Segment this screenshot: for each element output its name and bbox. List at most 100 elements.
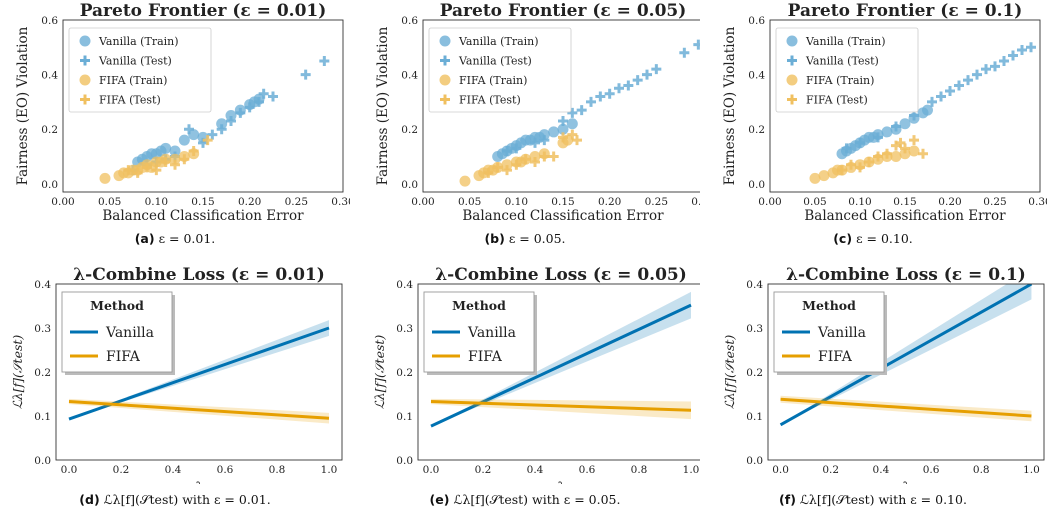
data-point <box>1026 42 1036 53</box>
data-point <box>216 124 227 135</box>
x-tick-label: 0.10 <box>848 196 871 208</box>
x-tick-label: 0.4 <box>527 464 544 476</box>
y-tick-label: 0.2 <box>34 367 51 379</box>
y-tick-label: 0.2 <box>41 124 58 136</box>
data-point <box>178 134 190 146</box>
data-point <box>188 129 200 141</box>
x-tick-label: 0.00 <box>51 196 74 208</box>
x-tick-label: 0.30 <box>331 196 350 208</box>
caption-text: ℒλ[f](𝒮test) with ε = 0.01. <box>103 492 271 507</box>
y-tick-label: 0.0 <box>746 455 763 467</box>
chart-svg: Pareto Frontier (ε = 0.01) 0.00 0.05 0.10 0.… <box>15 1 350 224</box>
x-tick-label: 0.20 <box>598 196 621 208</box>
x-axis-label: Balanced Classification Error <box>462 208 664 224</box>
caption-label: (b) <box>484 231 505 246</box>
caption-b: (b) ε = 0.05. <box>365 231 685 246</box>
legend-label: FIFA (Test) <box>99 94 161 107</box>
x-tick-label: 1.0 <box>683 464 700 476</box>
y-tick-label: 0.2 <box>396 367 413 379</box>
series-line <box>430 399 692 412</box>
chart-title: λ-Combine Loss (ε = 0.05) <box>435 265 687 285</box>
data-point <box>837 165 847 176</box>
x-tick-label: 0.10 <box>145 196 168 208</box>
data-point <box>1008 50 1018 61</box>
x-tick-label: 0.6 <box>579 464 596 476</box>
legend-label: FIFA (Train) <box>459 74 527 87</box>
x-tick-label: 0.30 <box>691 196 700 208</box>
data-point <box>502 165 512 176</box>
chart-title: Pareto Frontier (ε = 0.05) <box>440 1 687 21</box>
plot-area <box>68 320 330 424</box>
legend-box <box>68 27 212 113</box>
caption-label: (e) <box>429 492 450 507</box>
x-tick-label: 0.05 <box>803 196 826 208</box>
legend-marker <box>440 55 450 66</box>
data-point <box>567 129 578 140</box>
x-tick-label: 0.2 <box>822 464 839 476</box>
data-point <box>529 151 541 163</box>
data-point <box>642 69 652 80</box>
series-line <box>780 397 1032 418</box>
data-point <box>632 75 643 86</box>
data-point <box>882 148 892 159</box>
legend-label: Vanilla (Train) <box>98 35 179 48</box>
plot-area <box>779 284 1033 427</box>
legend-marker <box>439 74 451 86</box>
y-tick-label: 0.4 <box>746 279 763 291</box>
data-point <box>909 135 919 146</box>
x-tick-label: 0.15 <box>893 196 916 208</box>
data-point <box>895 137 906 148</box>
data-point <box>693 39 700 50</box>
data-point <box>572 135 582 146</box>
legend-title: Method <box>90 298 144 313</box>
data-point <box>558 132 568 143</box>
data-point <box>483 167 494 178</box>
y-tick-label: 0.6 <box>748 15 765 27</box>
data-point <box>511 159 522 170</box>
x-tick-label: 0.8 <box>973 464 990 476</box>
y-axis-label: ℒλ[f](𝒮test) <box>372 335 387 410</box>
data-point <box>566 118 578 130</box>
data-point <box>899 148 911 160</box>
plot-area <box>430 291 692 428</box>
x-tick-label: 0.0 <box>772 464 789 476</box>
x-tick-label: 1.0 <box>1023 464 1040 476</box>
y-tick-label: 0.3 <box>34 323 51 335</box>
caption-label: (d) <box>79 492 100 507</box>
chart-title: λ-Combine Loss (ε = 0.1) <box>786 265 1026 285</box>
legend-marker <box>787 55 797 66</box>
data-point <box>160 142 172 154</box>
x-tick-label: 0.05 <box>458 196 481 208</box>
legend-label: Vanilla (Train) <box>805 35 886 48</box>
data-point <box>679 47 690 58</box>
data-point <box>226 116 236 127</box>
chart-svg: λ-Combine Loss (ε = 0.05) 0.0 0.2 0.4 0.6 0.8… <box>372 265 700 484</box>
x-tick-label: 0.05 <box>98 196 121 208</box>
data-point <box>864 156 874 167</box>
data-point <box>855 137 865 148</box>
x-axis-label: λ <box>556 480 566 484</box>
x-axis-label: λ <box>194 480 204 484</box>
x-tick-label: 0.00 <box>758 196 781 208</box>
y-tick-label: 0.0 <box>396 455 413 467</box>
x-tick-label: 0.8 <box>269 464 286 476</box>
data-point <box>539 151 550 162</box>
data-point <box>595 91 606 102</box>
axes-frame <box>62 19 344 193</box>
caption-text: ℒλ[f](𝒮test) with ε = 0.05. <box>453 492 621 507</box>
legend-label: Vanilla <box>467 325 516 341</box>
data-point <box>567 107 578 118</box>
data-point <box>530 137 540 148</box>
data-point <box>188 146 199 157</box>
chart-svg: λ-Combine Loss (ε = 0.1) 0.0 0.2 0.4 0.6 0.8 1… <box>722 265 1045 484</box>
data-point <box>809 172 821 184</box>
x-tick-label: 0.25 <box>983 196 1006 208</box>
data-point <box>179 154 190 165</box>
data-point <box>557 123 569 135</box>
y-tick-label: 0.6 <box>41 15 58 27</box>
data-point <box>841 143 852 154</box>
chart-svg: Pareto Frontier (ε = 0.1) 0.00 0.05 0.10 0.1… <box>722 1 1047 224</box>
data-point <box>539 135 550 146</box>
x-tick-label: 0.2 <box>475 464 492 476</box>
plot-area <box>809 42 1036 184</box>
